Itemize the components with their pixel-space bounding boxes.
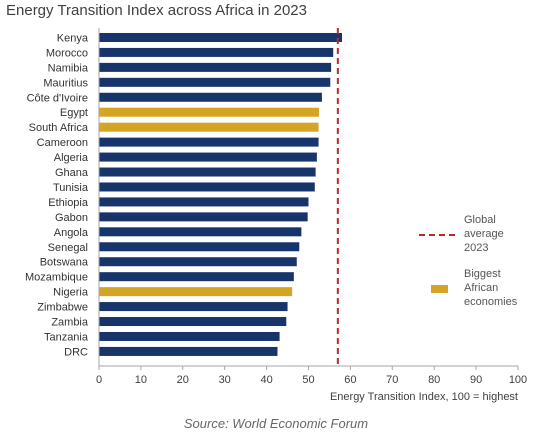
bar-mozambique — [99, 272, 294, 282]
category-label-egypt: Egypt — [60, 107, 88, 119]
bar-ethiopia — [99, 197, 309, 207]
bars — [99, 32, 343, 356]
bar-tanzania — [99, 331, 280, 341]
bar-egypt — [99, 107, 319, 117]
category-label-nigeria: Nigeria — [53, 287, 89, 299]
bar-namibia — [99, 62, 332, 72]
chart-title: Energy Transition Index across Africa in… — [6, 2, 307, 19]
x-tick-label-40: 40 — [260, 374, 272, 386]
bar-cameroon — [99, 137, 319, 147]
legend-economies-marker — [431, 285, 448, 293]
x-tick-label-70: 70 — [386, 374, 398, 386]
bar-zambia — [99, 317, 287, 327]
category-label-angola: Angola — [54, 227, 89, 239]
legend-average-label: average — [464, 228, 504, 240]
bar-c-te-d-ivoire — [99, 92, 322, 102]
bar-ghana — [99, 167, 316, 177]
bar-morocco — [99, 47, 334, 57]
x-tick-label-80: 80 — [428, 374, 440, 386]
category-label-morocco: Morocco — [46, 47, 88, 59]
bar-botswana — [99, 257, 297, 267]
category-label-ghana: Ghana — [55, 167, 89, 179]
x-axis: 0 10 20 30 40 50 60 70 80 90 100 Energy Transition … — [96, 28, 527, 403]
category-label-ethiopia: Ethiopia — [48, 197, 89, 209]
x-tick-label-10: 10 — [135, 374, 147, 386]
x-tick-label-30: 30 — [219, 374, 231, 386]
bar-mauritius — [99, 77, 331, 87]
legend-average-label: Global — [464, 214, 496, 226]
category-label-algeria: Algeria — [54, 152, 89, 164]
x-tick-label-60: 60 — [344, 374, 356, 386]
bar-drc — [99, 346, 278, 356]
category-label-gabon: Gabon — [55, 212, 88, 224]
bar-senegal — [99, 242, 300, 252]
category-label-botswana: Botswana — [40, 257, 89, 269]
bar-kenya — [99, 32, 343, 42]
bar-gabon — [99, 212, 308, 222]
category-labels: Kenya Morocco Namibia Mauritius Côte d'Ivoir… — [25, 32, 89, 358]
x-axis-title: Energy Transition Index, 100 = highest — [330, 391, 518, 403]
category-label-tunisia: Tunisia — [53, 182, 89, 194]
category-label-tanzania: Tanzania — [44, 331, 89, 343]
legend-economies-label: Biggest — [464, 268, 501, 280]
category-label-senegal: Senegal — [48, 242, 88, 254]
bar-zimbabwe — [99, 302, 288, 312]
bar-tunisia — [99, 182, 315, 192]
bar-nigeria — [99, 287, 293, 297]
category-label-cameroon: Cameroon — [37, 137, 88, 149]
x-tick-label-0: 0 — [96, 374, 102, 386]
category-label-zimbabwe: Zimbabwe — [37, 302, 88, 314]
x-tick-label-90: 90 — [470, 374, 482, 386]
legend: Global average 2023 Biggest African economies — [419, 214, 518, 308]
x-tick-label-20: 20 — [177, 374, 189, 386]
category-label-south-africa: South Africa — [29, 122, 89, 134]
bar-south-africa — [99, 122, 319, 132]
category-label-namibia: Namibia — [48, 62, 89, 74]
legend-economies-label: African — [464, 282, 498, 294]
category-label-drc: DRC — [64, 346, 88, 358]
source-note: Source: World Economic Forum — [183, 416, 369, 431]
bar-angola — [99, 227, 302, 237]
legend-average-label: 2023 — [464, 242, 488, 254]
category-label-c-te-d-ivoire: Côte d'Ivoire — [27, 92, 88, 104]
x-tick-label-50: 50 — [302, 374, 314, 386]
x-tick-label-100: 100 — [509, 374, 527, 386]
category-label-kenya: Kenya — [57, 32, 89, 44]
category-label-zambia: Zambia — [51, 317, 89, 329]
legend-economies-label: economies — [464, 296, 518, 308]
category-label-mozambique: Mozambique — [25, 272, 88, 284]
bar-algeria — [99, 152, 317, 162]
category-label-mauritius: Mauritius — [43, 77, 88, 89]
